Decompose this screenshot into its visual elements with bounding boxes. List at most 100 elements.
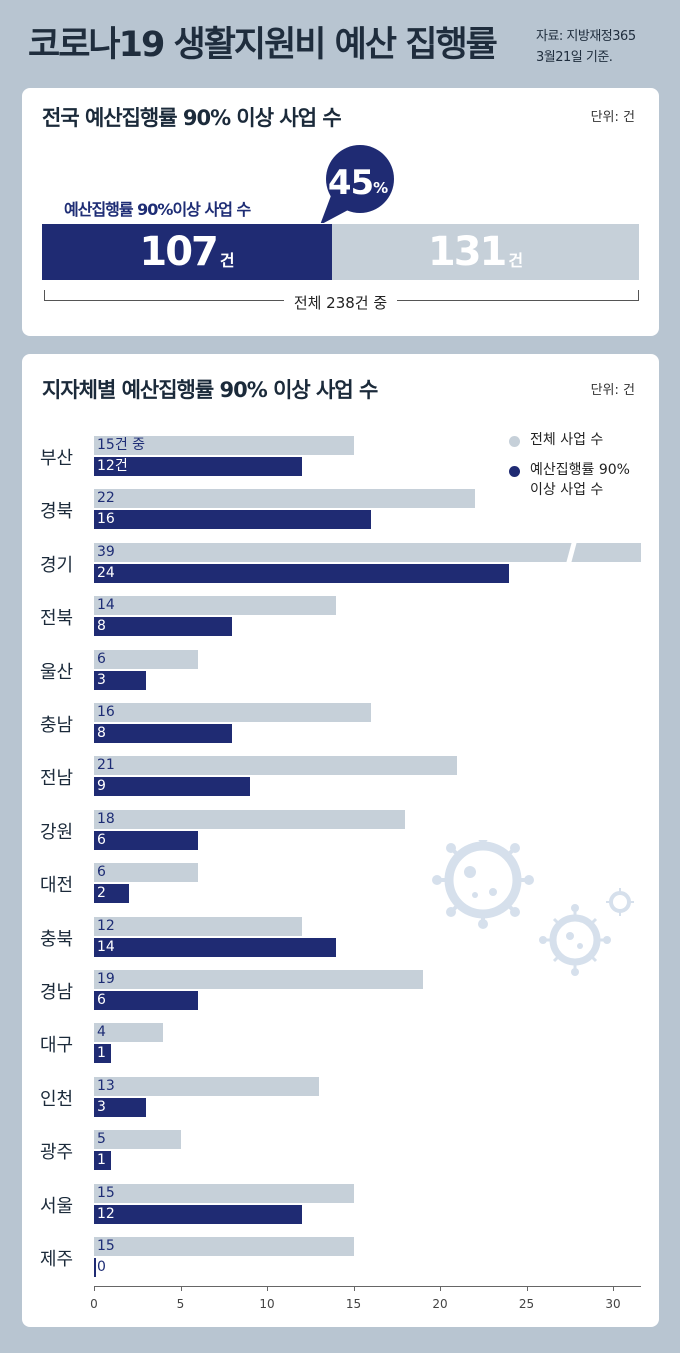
bar-total	[94, 649, 198, 669]
value-total: 19	[97, 971, 115, 987]
value-total: 16	[97, 704, 115, 720]
value-total: 5	[97, 1131, 106, 1148]
achieved-bar: 107 건	[42, 224, 332, 280]
value-total: 21	[97, 757, 115, 774]
x-tick-label: 15	[345, 1297, 362, 1311]
value-total: 15	[97, 1238, 115, 1254]
region-label: 울산	[40, 661, 74, 683]
value-executed: 2	[97, 885, 106, 902]
source-line-1: 자료: 지방재정365	[536, 29, 636, 44]
value-executed: 3	[97, 671, 106, 688]
region-label: 서울	[40, 1195, 74, 1217]
x-tick-mark	[267, 1286, 268, 1291]
x-tick-mark	[180, 1286, 182, 1291]
x-tick-label: 30	[605, 1297, 621, 1311]
bar-executed	[94, 510, 371, 530]
summary-bar-label: 예산집행률 90%이상 사업 수	[64, 200, 251, 219]
bar-executed	[94, 830, 198, 850]
value-executed: 16	[97, 511, 115, 528]
remaining-bar: 131 건	[312, 224, 639, 280]
value-total: 12	[97, 917, 115, 934]
region-label: 대전	[40, 875, 74, 897]
value-total: 6	[97, 864, 106, 881]
regional-unit: 단위: 건	[590, 383, 635, 398]
legend-total-label: 전체 사업 수	[530, 432, 604, 448]
x-tick-label: 25	[518, 1297, 535, 1311]
value-executed: 14	[97, 938, 115, 955]
bar-total	[94, 809, 406, 829]
region-label: 강원	[40, 821, 74, 843]
region-label: 경북	[40, 501, 74, 523]
value-total: 15	[97, 1184, 115, 1201]
region-label: 부산	[40, 448, 74, 469]
legend-executed-swatch	[509, 466, 520, 477]
value-total: 6	[97, 650, 106, 667]
value-executed: 12건	[97, 458, 128, 474]
value-total: 13	[97, 1077, 115, 1094]
total-label-wrap: 전체 238건 중	[22, 292, 659, 313]
percent-bubble	[320, 145, 394, 223]
bar-executed	[94, 1044, 112, 1064]
bar-total	[94, 489, 475, 509]
bar-executed	[94, 1097, 146, 1117]
remaining-value: 131	[427, 229, 507, 275]
x-tick-label: 10	[259, 1297, 275, 1311]
bar-executed	[94, 937, 337, 957]
bar-executed	[94, 1204, 302, 1224]
value-executed: 0	[97, 1259, 106, 1275]
x-tick-label: 0	[90, 1297, 98, 1311]
region-label: 대구	[40, 1035, 74, 1057]
region-label: 경남	[40, 982, 74, 1003]
x-tick-mark	[94, 1286, 95, 1291]
remaining-unit: 건	[508, 251, 524, 270]
region-label: 경기	[40, 554, 74, 576]
bar-executed	[94, 884, 129, 904]
summary-unit: 단위: 건	[590, 110, 635, 125]
value-total: 22	[97, 490, 115, 507]
bar-executed	[94, 563, 510, 583]
bar-executed	[94, 724, 233, 743]
regional-title: 지자체별 예산집행률 90% 이상 사업 수	[42, 378, 378, 402]
bar-total	[94, 1237, 354, 1256]
achieved-value: 107	[139, 229, 218, 275]
value-executed: 8	[97, 618, 106, 635]
bar-executed	[94, 670, 146, 690]
achieved-unit: 건	[219, 251, 235, 270]
legend-executed-label: 예산집행률 90% 이상 사업 수	[530, 460, 630, 500]
bar-executed	[94, 1258, 96, 1277]
total-label: 전체 238건 중	[283, 294, 398, 312]
x-tick-label: 20	[432, 1297, 448, 1311]
national-summary-card: 전국 예산집행률 90% 이상 사업 수 단위: 건 예산집행률 90%이상 사…	[22, 88, 659, 336]
bar-executed	[94, 617, 233, 637]
percent-bubble-text: 45%	[318, 143, 398, 223]
x-tick-mark	[440, 1286, 441, 1291]
bar-total	[94, 703, 371, 722]
bar-executed	[94, 777, 250, 797]
bar-executed	[94, 991, 198, 1010]
value-total: 18	[97, 810, 115, 827]
bar-total	[94, 436, 354, 455]
region-label: 광주	[40, 1142, 74, 1164]
legend-total-swatch	[509, 436, 520, 447]
bar-total	[94, 970, 423, 989]
bar-total	[94, 596, 337, 616]
value-executed: 8	[97, 725, 106, 741]
bar-total	[94, 916, 302, 936]
x-axis-line	[94, 1286, 641, 1287]
bar-executed	[94, 457, 302, 476]
region-label: 제주	[40, 1249, 74, 1270]
summary-title: 전국 예산집행률 90% 이상 사업 수	[42, 106, 342, 130]
legend-executed-line-1: 예산집행률 90%	[530, 462, 630, 478]
value-executed: 6	[97, 831, 106, 848]
region-label: 인천	[40, 1088, 74, 1110]
x-tick-mark	[526, 1286, 528, 1291]
bar-total	[94, 863, 198, 883]
virus-decoration-icon	[432, 840, 634, 976]
value-executed: 6	[97, 992, 106, 1008]
value-executed: 24	[97, 564, 115, 581]
percent-sign: %	[373, 179, 389, 197]
bar-total	[94, 1076, 319, 1096]
value-total: 14	[97, 597, 115, 614]
percent-value: 45	[327, 163, 374, 203]
region-label: 충남	[40, 715, 74, 736]
